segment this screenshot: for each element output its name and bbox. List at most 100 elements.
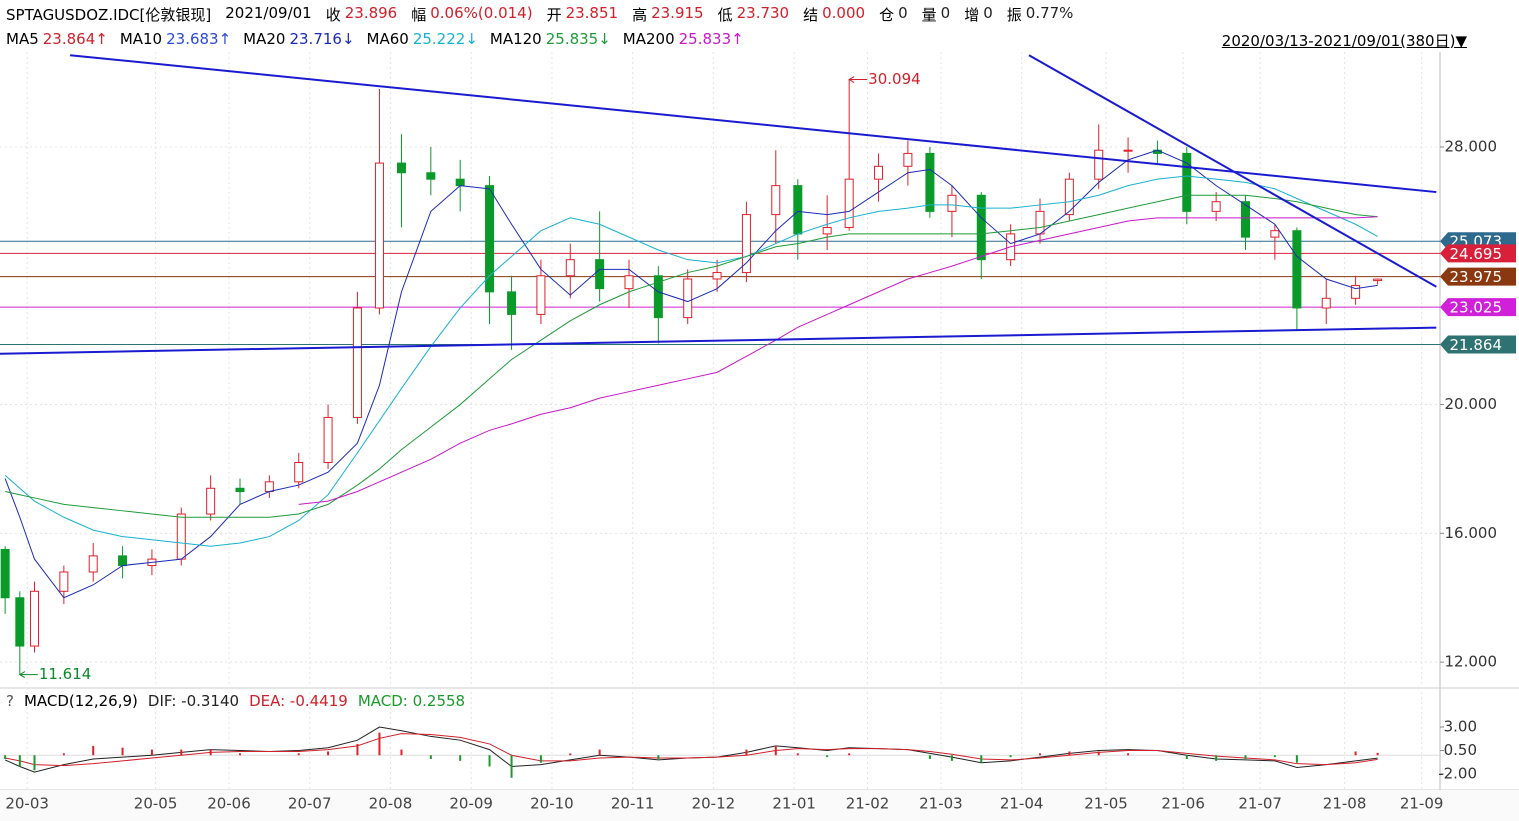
x-tick-label: 20-12 [692, 795, 736, 813]
ma-name: MA20 [243, 30, 286, 48]
field-value: 0.77% [1025, 4, 1074, 22]
macd-bar [598, 749, 601, 756]
candle-body [426, 172, 436, 180]
candle-body [0, 548, 10, 599]
macd-bar [1295, 755, 1298, 763]
ma-name: MA200 [622, 30, 675, 48]
macd-bar [378, 732, 381, 756]
macd-bar [1068, 751, 1071, 756]
field-label: 开 [546, 6, 562, 24]
x-tick-label: 20-07 [288, 795, 332, 813]
macd-bar [239, 753, 241, 756]
macd-bar [297, 753, 300, 756]
macd-title: MACD(12,26,9) [23, 692, 138, 710]
candle-body [235, 487, 245, 492]
field-value: 0.000 [822, 4, 866, 22]
candle-body [206, 487, 216, 515]
ma-line [4, 149, 1378, 599]
macd-bar [327, 751, 330, 756]
macd-bar [18, 755, 21, 767]
field-label: 增 [964, 6, 980, 24]
x-axis-band [0, 790, 1519, 821]
macd-bar [1244, 755, 1247, 759]
x-tick-label: 20-11 [611, 795, 655, 813]
candle-body [653, 275, 663, 319]
x-tick-label: 20-10 [530, 795, 574, 813]
x-tick-label: 20-05 [134, 795, 178, 813]
macd-bar [1009, 755, 1012, 758]
x-tick-label: 21-05 [1084, 795, 1128, 813]
level-label: 24.695 [1450, 245, 1503, 263]
x-tick-label: 20-09 [449, 795, 493, 813]
level-tag [1440, 298, 1516, 317]
macd-bar [209, 749, 212, 756]
macd-bar [569, 753, 572, 756]
candle-body [1321, 297, 1331, 309]
level-label: 21.864 [1450, 336, 1503, 354]
annotation-leader [18, 671, 38, 678]
x-tick-label: 21-01 [772, 795, 816, 813]
candle-body [59, 571, 69, 592]
macd-bar [1273, 755, 1276, 758]
candle-body [771, 185, 781, 216]
macd-bar [826, 755, 829, 758]
macd-bar [657, 755, 660, 759]
y-tick-label: 0.50 [1444, 741, 1477, 759]
field-value: 23.851 [565, 4, 619, 22]
candle-body [1182, 152, 1192, 212]
field-value: 0 [983, 4, 993, 22]
ma-value: 25.222↓ [412, 30, 478, 48]
candles [0, 79, 1383, 675]
candle-body [947, 194, 957, 212]
y-tick-label: 12.000 [1445, 653, 1498, 671]
field-label: 低 [717, 6, 733, 24]
level-tag [1440, 335, 1516, 354]
macd-series-legend: MACD: 0.2558 [357, 692, 466, 710]
help[interactable]: ? [6, 692, 14, 710]
field-value: 23.915 [651, 4, 704, 22]
y-tick-label: -2.00 [1438, 765, 1477, 783]
candle-body [1035, 210, 1045, 235]
date-range[interactable]: 2020/03/13-2021/09/01(380日)▼ [1221, 32, 1467, 50]
candle-body [1351, 284, 1361, 299]
candle-body [624, 275, 634, 290]
macd-bar [510, 755, 513, 778]
ma-value: 23.864↑ [42, 30, 108, 48]
macd-bar [1097, 751, 1100, 756]
level-tag [1440, 267, 1516, 286]
candle-body [176, 513, 186, 560]
candle-body [507, 291, 517, 315]
candle-body [595, 259, 605, 290]
macd-bar [429, 755, 432, 759]
candle-body [352, 307, 362, 418]
macd-bar [121, 747, 124, 756]
macd-bar [796, 753, 799, 756]
macd-bar [4, 755, 7, 759]
y-tick-label: 20.000 [1445, 395, 1498, 413]
field-value: 0 [898, 4, 908, 22]
macd-bar [848, 753, 851, 756]
x-tick-label: 21-03 [919, 795, 963, 813]
ma-name: MA60 [366, 30, 409, 48]
macd-bar [33, 755, 36, 771]
y-tick-label: 28.000 [1445, 137, 1498, 155]
field-value: 0.06%(0.014) [430, 4, 533, 22]
field-label: 结 [803, 6, 819, 24]
field-value: 23.896 [344, 4, 398, 22]
ma-name: MA120 [489, 30, 542, 48]
ma-value: 23.683↑ [166, 30, 232, 48]
level-tag [1440, 244, 1516, 263]
candle-body [874, 165, 884, 180]
candle-body [741, 214, 751, 274]
date: 2021/09/01 [225, 4, 312, 22]
x-tick-label: 21-06 [1161, 795, 1205, 813]
candle-body [294, 462, 304, 483]
trend-line [1028, 54, 1437, 288]
macd-bar [150, 749, 153, 756]
candle-body [1373, 278, 1383, 282]
field-label: 高 [632, 6, 648, 24]
macd-bar [459, 755, 462, 761]
ma-line [298, 216, 1378, 505]
macd-bar [1185, 755, 1188, 759]
